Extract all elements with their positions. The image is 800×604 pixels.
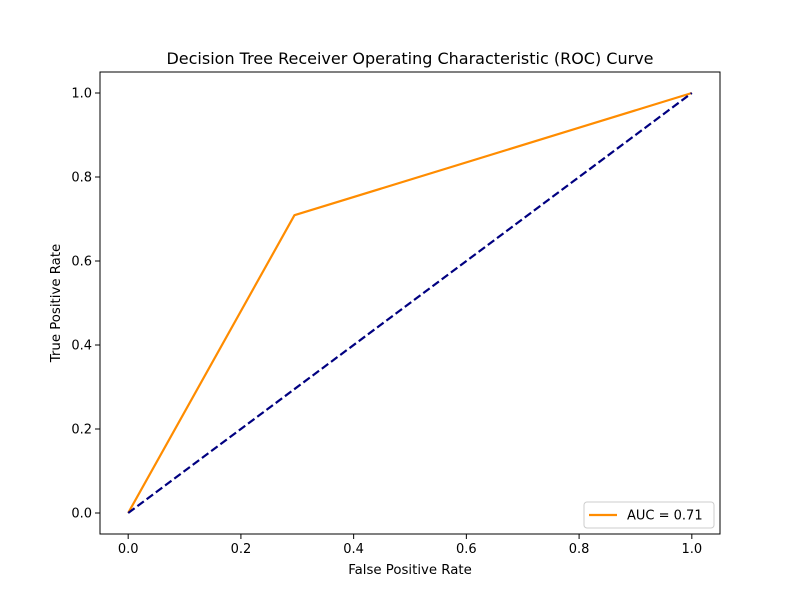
y-tick-label: 0.6 [71,255,92,270]
x-tick-label: 0.0 [118,542,139,557]
x-tick-label: 1.0 [681,542,702,557]
x-tick-label: 0.6 [456,542,477,557]
y-axis-label: True Positive Rate [49,244,64,363]
legend-label: AUC = 0.71 [627,509,703,524]
y-tick-label: 1.0 [71,87,92,102]
y-tick-label: 0.0 [71,507,92,522]
x-tick-label: 0.8 [569,542,590,557]
y-tick-label: 0.4 [71,339,92,354]
legend-box [583,501,715,529]
legend: AUC = 0.71 [583,501,715,529]
y-tick-label: 0.2 [71,423,92,438]
x-tick-label: 0.4 [343,542,364,557]
chart-title: Decision Tree Receiver Operating Charact… [166,49,653,68]
chance-diagonal-line [127,92,693,514]
plot-area: 0.0 0.2 0.4 0.6 0.8 1.0 0.0 0.2 0.4 0.6 0.8 1.0 [71,71,721,557]
roc-curve-line [127,91,693,514]
x-tick-label: 0.2 [231,542,252,557]
x-axis-label: False Positive Rate [348,563,472,578]
y-tick-label: 0.8 [71,171,92,186]
axes-frame [99,71,721,535]
